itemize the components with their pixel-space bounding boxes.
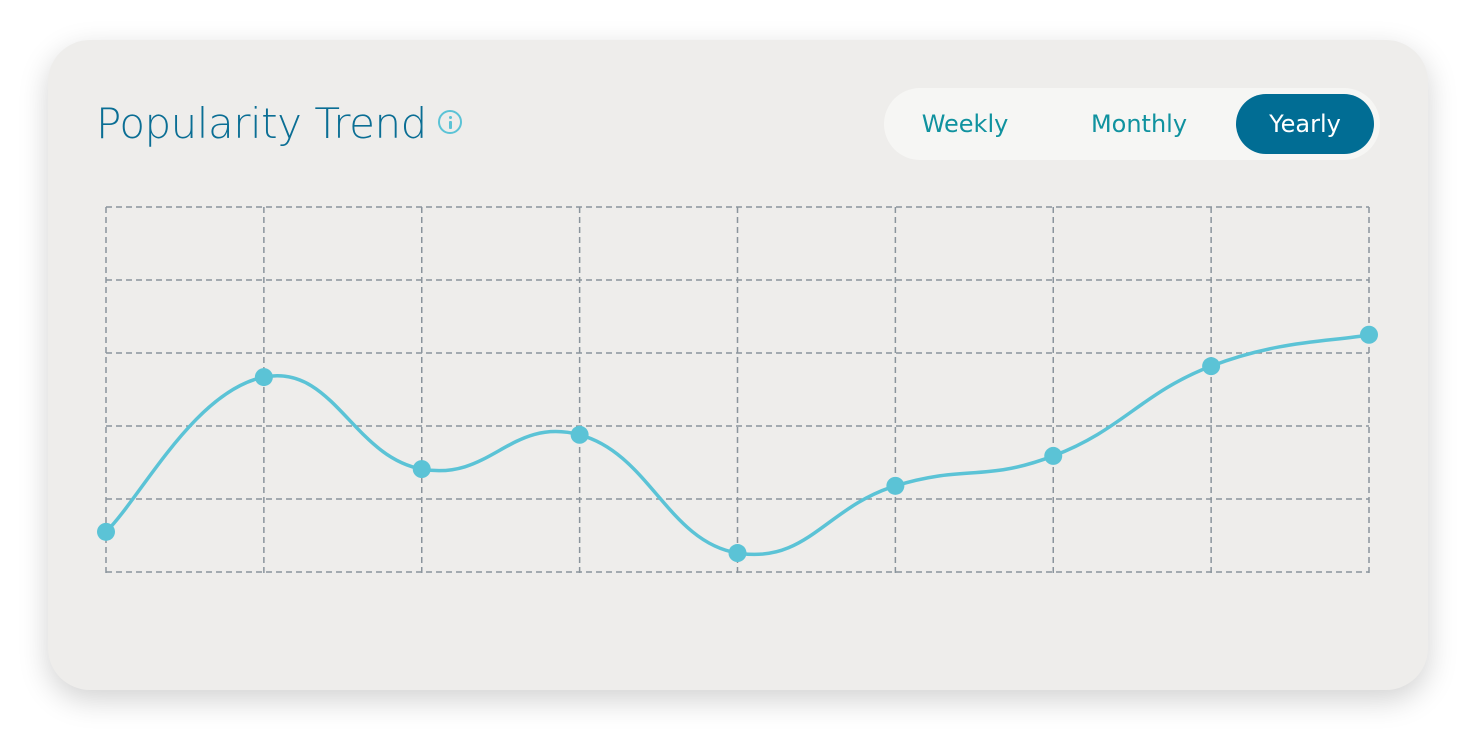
data-point [1044, 446, 1063, 465]
tab-yearly[interactable]: Yearly [1236, 94, 1374, 154]
data-point [97, 522, 115, 541]
tab-monthly[interactable]: Monthly [1090, 110, 1188, 138]
data-point [1360, 325, 1378, 344]
page-title: Popularity Trend [96, 99, 427, 148]
data-point [728, 544, 747, 563]
data-point [412, 460, 431, 479]
data-point [886, 476, 905, 495]
data-point [254, 368, 273, 387]
info-circle-icon[interactable] [438, 110, 462, 134]
data-point [1202, 357, 1221, 376]
tab-weekly[interactable]: Weekly [921, 110, 1009, 138]
data-point [570, 425, 589, 444]
period-toggle: Weekly Monthly Yearly [884, 88, 1380, 160]
series-line [104, 333, 1370, 557]
